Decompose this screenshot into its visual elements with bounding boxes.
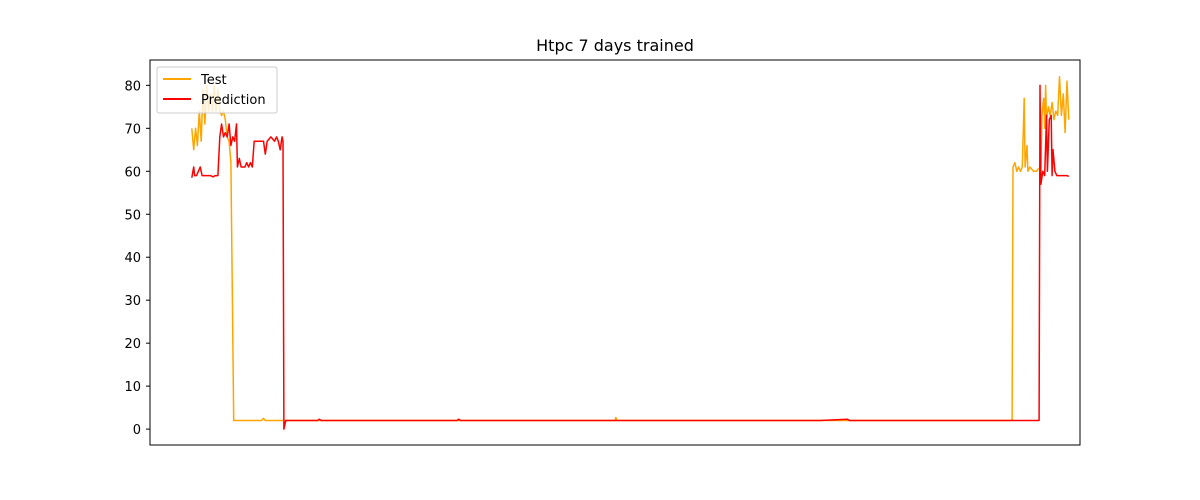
y-tick-label: 10 (124, 380, 141, 395)
legend-label-test: Test (200, 73, 227, 88)
series-line-prediction (191, 84, 1070, 430)
y-tick-label: 0 (133, 423, 141, 438)
y-tick-label: 50 (124, 208, 141, 223)
y-axis: 0 10 20 30 40 50 60 70 80 (124, 79, 150, 438)
y-tick-label: 60 (124, 165, 141, 180)
plot-area-frame (149, 59, 1081, 446)
y-tick-label: 40 (124, 251, 141, 266)
y-tick-label: 70 (124, 122, 141, 137)
y-tick-label: 80 (124, 79, 141, 94)
legend: Test Prediction (156, 66, 278, 114)
chart-title: Htpc 7 days trained (536, 36, 694, 55)
y-tick-label: 30 (124, 294, 141, 309)
y-tick-label: 20 (124, 337, 141, 352)
legend-label-prediction: Prediction (201, 93, 266, 108)
